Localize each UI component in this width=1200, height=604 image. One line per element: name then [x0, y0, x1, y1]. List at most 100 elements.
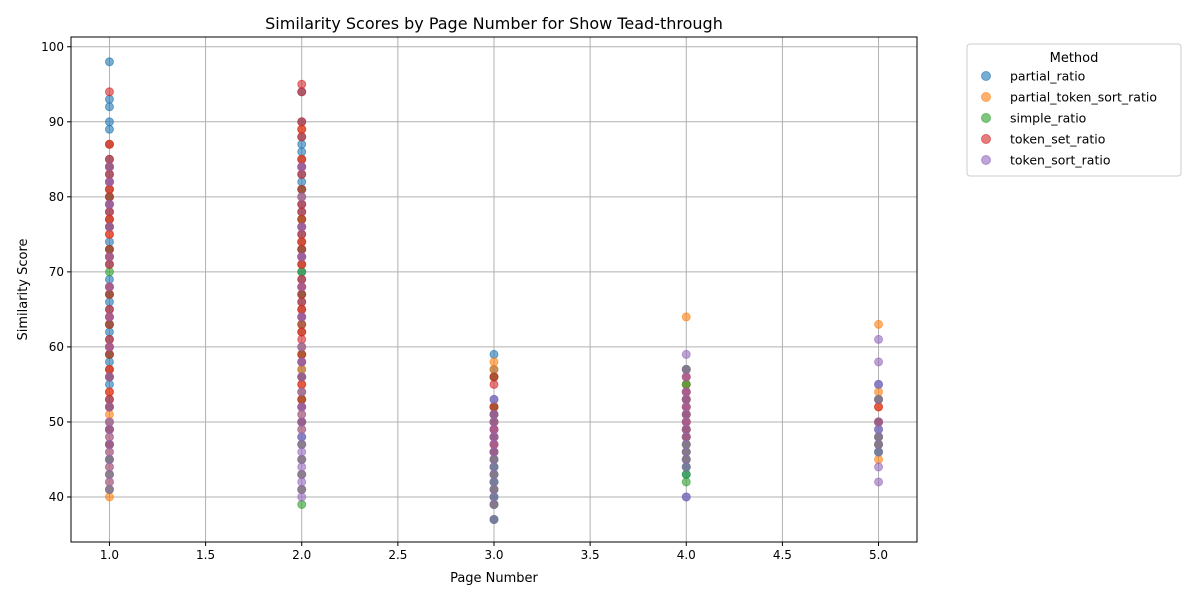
- data-point: [681, 447, 691, 457]
- data-point: [489, 379, 499, 389]
- data-point: [297, 244, 307, 254]
- legend-label: simple_ratio: [1010, 111, 1086, 126]
- data-point: [297, 379, 307, 389]
- data-point: [874, 394, 884, 404]
- data-point: [489, 492, 499, 502]
- data-point: [297, 222, 307, 232]
- data-point: [489, 499, 499, 509]
- data-point: [297, 237, 307, 247]
- data-point: [104, 424, 114, 434]
- data-point: [297, 177, 307, 187]
- data-point: [104, 417, 114, 427]
- data-point: [681, 432, 691, 442]
- x-tick-label: 2.5: [388, 548, 407, 562]
- data-point: [874, 439, 884, 449]
- data-point: [297, 334, 307, 344]
- data-point: [297, 492, 307, 502]
- data-point: [297, 417, 307, 427]
- data-point: [681, 439, 691, 449]
- data-point: [297, 372, 307, 382]
- data-point: [104, 244, 114, 254]
- data-point: [874, 417, 884, 427]
- y-axis-label: Similarity Score: [16, 238, 31, 340]
- data-point: [681, 387, 691, 397]
- data-point: [297, 87, 307, 97]
- legend-item: partial_ratio: [981, 69, 1085, 84]
- data-point: [104, 477, 114, 487]
- data-point: [297, 499, 307, 509]
- data-point: [489, 417, 499, 427]
- data-point: [297, 304, 307, 314]
- data-point: [681, 409, 691, 419]
- data-point: [104, 252, 114, 262]
- x-tick-label: 3.5: [581, 548, 600, 562]
- data-point: [104, 139, 114, 149]
- y-tick-label: 60: [49, 340, 64, 354]
- data-point: [104, 447, 114, 457]
- data-point: [874, 387, 884, 397]
- legend-item: token_sort_ratio: [981, 153, 1110, 168]
- data-point: [681, 312, 691, 322]
- data-point: [297, 124, 307, 134]
- data-point: [104, 57, 114, 67]
- legend: Method partial_ratio partial_token_sort_r…: [966, 43, 1182, 177]
- x-tick-label: 3.0: [484, 548, 503, 562]
- data-point: [297, 402, 307, 412]
- data-point: [297, 154, 307, 164]
- legend-frame: [966, 43, 1182, 177]
- data-point: [104, 274, 114, 284]
- data-points: [104, 57, 884, 524]
- data-point: [104, 319, 114, 329]
- data-point: [489, 484, 499, 494]
- data-point: [489, 402, 499, 412]
- data-point: [681, 372, 691, 382]
- x-tick-label: 4.5: [773, 548, 792, 562]
- data-point: [104, 409, 114, 419]
- data-point: [681, 394, 691, 404]
- data-point: [874, 379, 884, 389]
- data-point: [297, 462, 307, 472]
- data-point: [104, 214, 114, 224]
- data-point: [104, 379, 114, 389]
- data-point: [297, 364, 307, 374]
- data-point: [297, 79, 307, 89]
- data-point: [489, 469, 499, 479]
- data-point: [681, 379, 691, 389]
- legend-label: partial_token_sort_ratio: [1010, 90, 1157, 105]
- data-point: [104, 237, 114, 247]
- data-point: [489, 409, 499, 419]
- data-point: [489, 349, 499, 359]
- legend-item: partial_token_sort_ratio: [981, 90, 1157, 105]
- data-point: [681, 402, 691, 412]
- data-point: [297, 289, 307, 299]
- data-point: [104, 342, 114, 352]
- data-point: [104, 372, 114, 382]
- data-point: [489, 477, 499, 487]
- data-point: [874, 454, 884, 464]
- data-point: [297, 477, 307, 487]
- data-point: [104, 469, 114, 479]
- y-tick-label: 40: [49, 490, 64, 504]
- data-point: [297, 349, 307, 359]
- data-point: [489, 372, 499, 382]
- data-point: [489, 364, 499, 374]
- data-point: [489, 424, 499, 434]
- x-tick-label: 5.0: [869, 548, 888, 562]
- data-point: [104, 177, 114, 187]
- data-point: [297, 484, 307, 494]
- data-point: [681, 364, 691, 374]
- y-tick-label: 50: [49, 415, 64, 429]
- data-point: [297, 394, 307, 404]
- data-point: [297, 454, 307, 464]
- data-point: [297, 192, 307, 202]
- y-tick-label: 90: [49, 115, 64, 129]
- data-point: [104, 387, 114, 397]
- y-axis-ticks: 40 50 60 70 80 90 100: [41, 40, 71, 504]
- x-axis-label: Page Number: [450, 571, 538, 586]
- data-point: [297, 139, 307, 149]
- data-point: [104, 357, 114, 367]
- data-point: [104, 349, 114, 359]
- data-point: [489, 462, 499, 472]
- legend-marker: [981, 71, 991, 81]
- data-point: [104, 454, 114, 464]
